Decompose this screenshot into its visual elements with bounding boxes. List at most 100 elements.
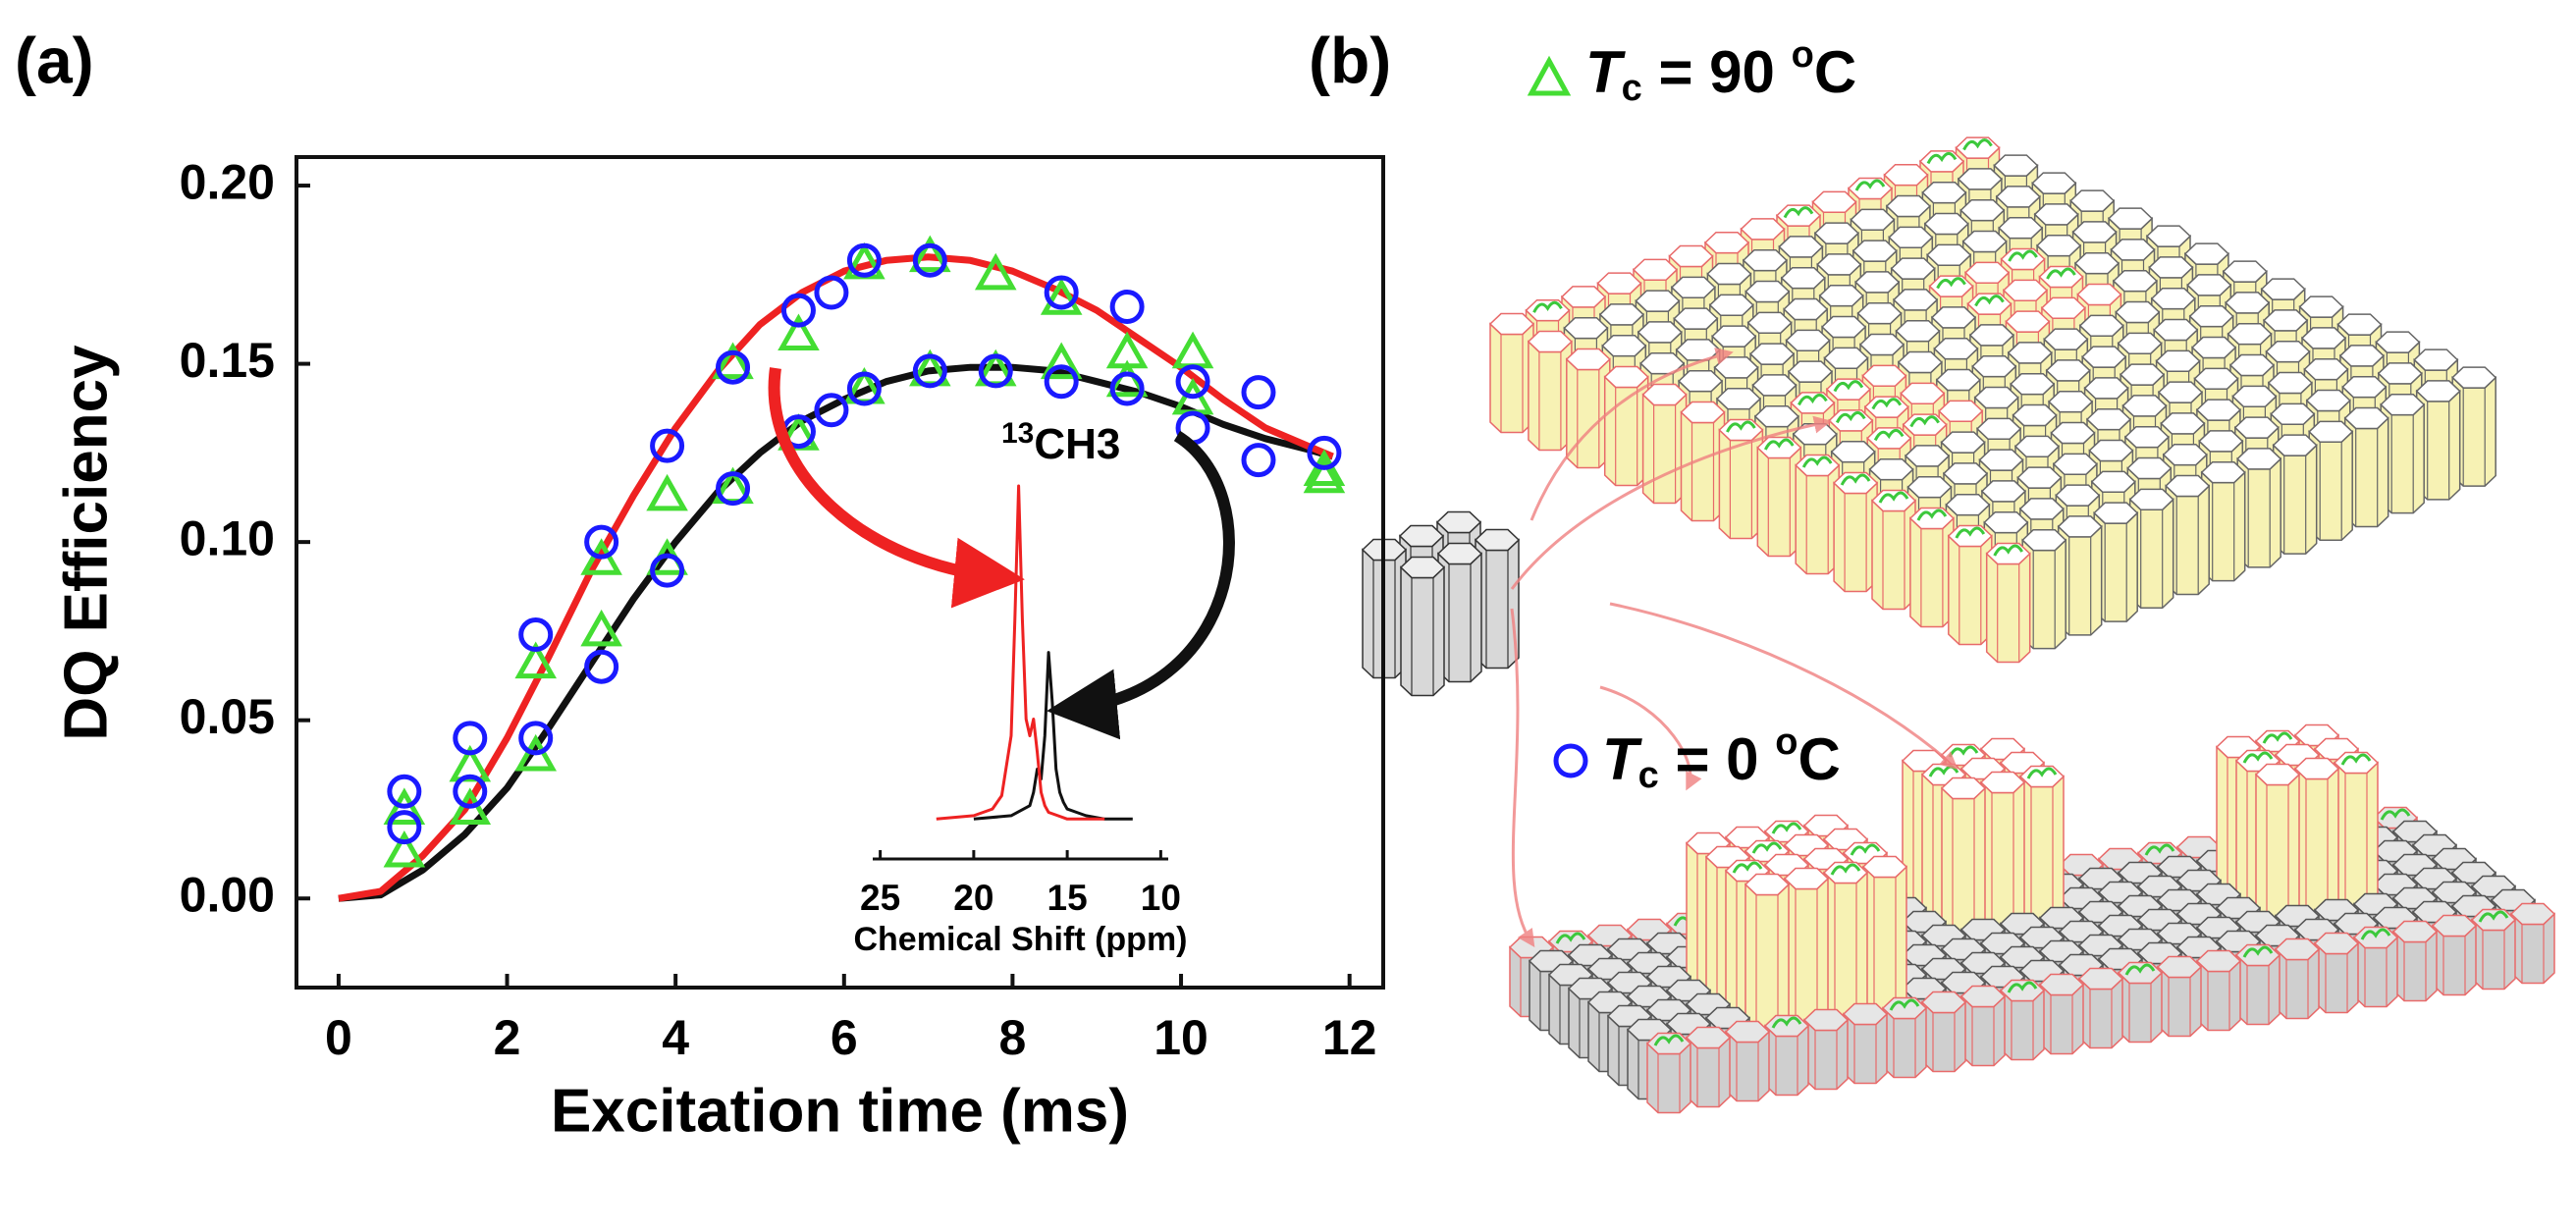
- hex-column-top: [1435, 510, 1482, 534]
- chain: [1974, 295, 2005, 307]
- y-tick-label: 0.20: [180, 154, 275, 209]
- data-point: [1109, 289, 1145, 324]
- data-point: [1109, 371, 1145, 406]
- data-point: [514, 641, 558, 679]
- hex-column-top: [2123, 425, 2170, 449]
- hex-column-top: [2018, 498, 2065, 520]
- chain: [1771, 1016, 1802, 1029]
- hex-column-top: [2088, 439, 2134, 462]
- hex-column-top: [1783, 867, 1830, 890]
- chain: [1916, 509, 1948, 521]
- chain: [1889, 998, 1920, 1011]
- x-tick-label: 15: [1047, 878, 1088, 918]
- hex-column-top: [1920, 991, 1967, 1014]
- data-point: [716, 349, 751, 385]
- relation-arrow: [1599, 685, 1702, 791]
- hex-column-top: [1436, 542, 1483, 565]
- hex-column-top: [1787, 360, 1834, 383]
- relation-arrow: [1510, 608, 1535, 947]
- hex-column-top: [1959, 985, 2007, 1008]
- data-point: [383, 787, 426, 825]
- hex-column-top: [2085, 407, 2132, 431]
- data-point: [712, 342, 754, 380]
- hex-column-top: [2343, 406, 2389, 430]
- hex-column-top: [2191, 336, 2237, 359]
- hex-column-top: [1861, 855, 1908, 879]
- hex-column-top: [2153, 318, 2199, 342]
- hex-column-top: [2341, 375, 2388, 399]
- hex-column-top: [1563, 316, 1609, 340]
- hex-column-top: [1637, 321, 1683, 344]
- data-point: [1044, 364, 1079, 400]
- hex-column-top: [2380, 393, 2426, 416]
- hex-column-side: [1948, 534, 1993, 646]
- hex-column-top: [2073, 251, 2120, 275]
- hex-column-top: [2040, 296, 2086, 320]
- legend-part: c: [1638, 755, 1659, 796]
- hex-column-top: [1940, 431, 1986, 454]
- hex-column-top: [1830, 440, 1876, 463]
- x-axis-label: Chemical Shift (ppm): [853, 921, 1187, 958]
- data-point: [387, 810, 422, 845]
- chain: [2360, 928, 2391, 940]
- data-point: [909, 235, 951, 273]
- data-point: [1044, 275, 1079, 310]
- data-point: [814, 393, 849, 428]
- panel-label: (a): [15, 24, 94, 96]
- hex-column-top: [2148, 256, 2194, 279]
- hex-column-top: [2236, 448, 2282, 470]
- hex-column-top: [2045, 359, 2091, 382]
- hex-column-top: [2160, 412, 2206, 435]
- hex-column-top: [2162, 443, 2208, 466]
- hex-column-top: [2228, 353, 2276, 377]
- hex-column-top: [1854, 271, 1901, 294]
- hex-column-top: [2193, 367, 2239, 391]
- legend-part: C: [1798, 726, 1840, 792]
- hex-column-top: [2300, 327, 2347, 349]
- hex-column-top: [2231, 385, 2278, 408]
- hex-column-top: [1706, 262, 1752, 286]
- hex-column-top: [1598, 303, 1644, 326]
- y-axis-label: DQ Efficiency: [52, 345, 120, 741]
- hex-column-top: [1724, 1020, 1771, 1044]
- legend-part: o: [1792, 34, 1814, 76]
- chain: [1993, 544, 2023, 557]
- data-point: [584, 649, 619, 684]
- y-tick-label: 0.05: [180, 689, 275, 744]
- hex-column-top: [2078, 314, 2124, 338]
- hex-column-side: [1985, 552, 2031, 664]
- hex-column-top: [1961, 230, 2008, 253]
- hex-column-top: [1893, 289, 1939, 311]
- hex-column-side: [1871, 499, 1916, 611]
- data-point: [1040, 278, 1083, 315]
- hex-column-top: [2016, 466, 2063, 489]
- hex-column-top: [1897, 350, 1943, 374]
- curve: [936, 484, 1105, 821]
- hex-column-top: [2183, 242, 2229, 265]
- chain: [2026, 767, 2058, 779]
- hex-column-top: [2057, 515, 2103, 538]
- hex-column-top: [2200, 460, 2246, 484]
- hex-column-top: [2083, 377, 2129, 400]
- data-point: [580, 538, 622, 575]
- hex-column-top: [1744, 873, 1791, 896]
- hex-column-top: [2233, 416, 2280, 439]
- hex-column-top: [2121, 395, 2168, 417]
- hex-column-side: [1603, 375, 1649, 487]
- data-point: [912, 353, 947, 389]
- hex-column-top: [1680, 401, 1726, 424]
- hex-column-top: [2377, 362, 2423, 385]
- hex-column-top: [1632, 258, 1679, 282]
- hex-column-top: [1813, 222, 1859, 244]
- hex-column-side: [1795, 463, 1840, 575]
- hex-column-top: [2120, 363, 2166, 386]
- hex-column-top: [1474, 528, 1521, 552]
- hex-column-top: [1856, 301, 1903, 325]
- data-point: [650, 428, 685, 463]
- chain: [1732, 861, 1763, 874]
- hex-column-top: [1399, 556, 1446, 579]
- data-point: [974, 252, 1017, 291]
- hex-column-top: [1685, 1026, 1732, 1049]
- legend-part: c: [1622, 68, 1642, 109]
- hex-column-top: [2021, 528, 2067, 552]
